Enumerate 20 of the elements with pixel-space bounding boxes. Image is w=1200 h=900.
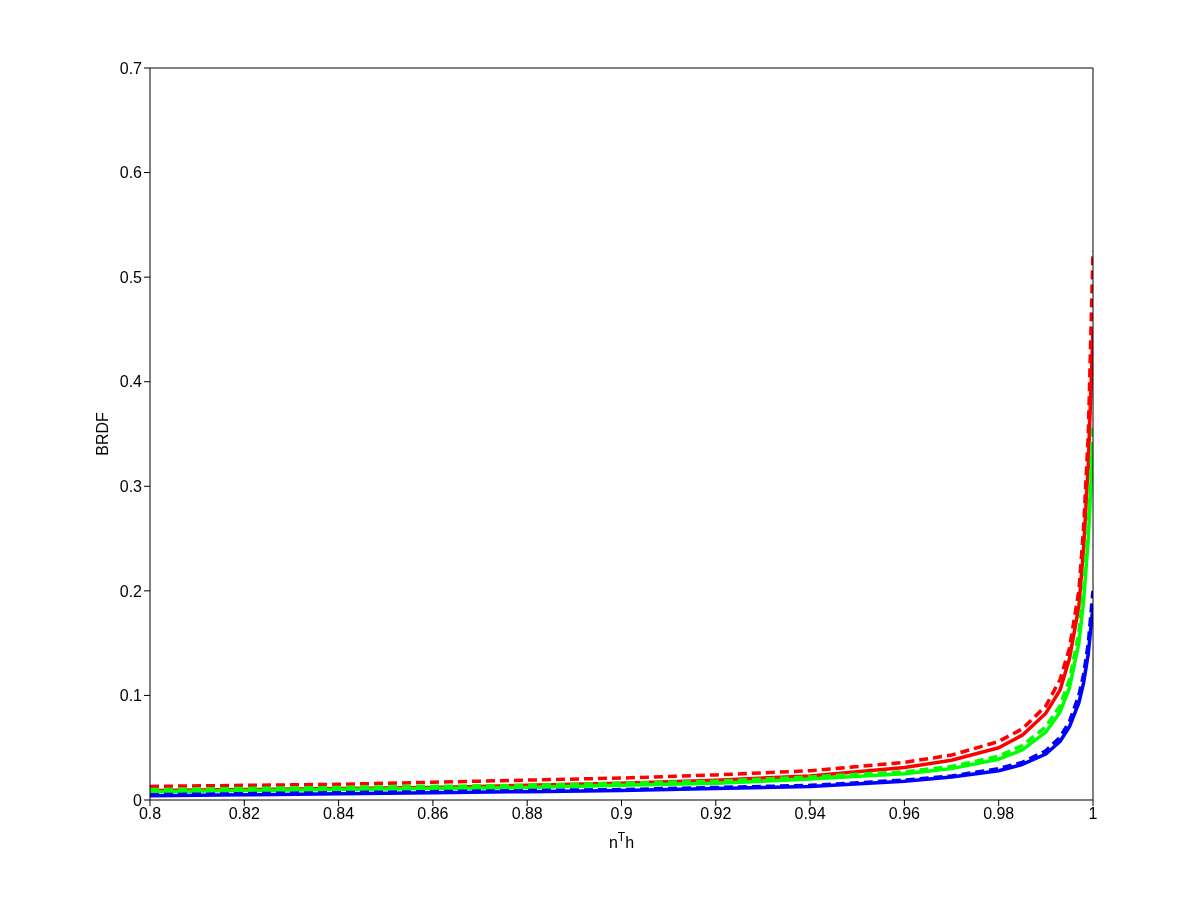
y-axis-title: BRDF (94, 412, 111, 456)
x-tick-label: 0.8 (138, 805, 162, 823)
y-tick-label: 0.5 (119, 268, 143, 286)
x-tick-label: 0.96 (888, 805, 921, 823)
x-tick-label: 1 (1088, 805, 1098, 823)
x-axis-title: n$^{T}$h (608, 830, 635, 851)
x-tick-label: 0.88 (511, 805, 543, 823)
y-tick-label: 0.6 (119, 164, 143, 182)
x-tick-label: 0.9 (610, 805, 633, 823)
y-tick-label: 0.4 (119, 373, 143, 391)
x-tick-label: 0.86 (417, 805, 449, 823)
x-tick-label: 0.94 (794, 805, 826, 823)
x-tick-label: 0.82 (228, 805, 260, 823)
y-tick-label: 0.2 (119, 582, 143, 600)
x-tick-label: 0.84 (323, 805, 355, 823)
y-tick-label: 0.1 (119, 687, 143, 705)
x-tick-label: 0.92 (700, 805, 732, 823)
x-tick-label: 0.98 (983, 805, 1015, 823)
y-tick-label: 0.3 (119, 477, 143, 495)
y-tick-label: 0.7 (119, 59, 143, 77)
